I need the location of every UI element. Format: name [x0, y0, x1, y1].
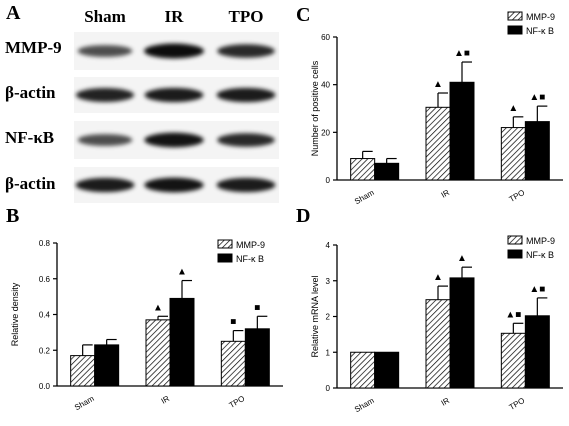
- panel-d-legend-label-nfkb: NF-κ B: [526, 250, 554, 260]
- panel-b-y-tick-label: 0.0: [39, 382, 51, 391]
- panel-d-legend-label-mmp9: MMP-9: [526, 236, 555, 246]
- blot-band-actin-sham: [75, 177, 135, 193]
- panel-d-category-label-tpo: TPO: [508, 396, 527, 412]
- panel-c-significance-marker: ▲: [508, 103, 518, 114]
- blot-band-nfb-tpo: [217, 133, 275, 147]
- panel-c-category-label-tpo: TPO: [508, 188, 527, 204]
- panel-c-bar-nfkb-ir: [449, 81, 475, 181]
- panel-d-y-tick-label: 2: [326, 313, 331, 322]
- panel-c-legend-swatch-nfkb: [507, 25, 523, 35]
- panel-c-significance-marker: ▲■: [529, 92, 545, 103]
- panel-c-y-tick-label: 60: [321, 33, 330, 42]
- panel-b-bar-nfkb-tpo: [244, 328, 270, 387]
- panel-c-bar-nfkb-sham: [374, 162, 400, 181]
- panel-b-legend-swatch-nfkb: [217, 253, 233, 263]
- panel-d-letter: D: [296, 205, 310, 227]
- panel-c-category-label-ir: IR: [440, 188, 452, 200]
- panel-c-legend-swatch-mmp9: [507, 11, 523, 21]
- panel-b-category-label-tpo: TPO: [228, 394, 247, 410]
- blot-row-label-mmp9: MMP-9: [5, 38, 62, 57]
- panel-d-y-tick-label: 3: [326, 277, 331, 286]
- panel-c-chart: C 0 20 40 60 Number of positive cells Sham ▲ ▲■…: [296, 4, 563, 206]
- panel-c-bar-mmp9-sham: [350, 158, 376, 181]
- panel-c-y-axis-title: Number of positive cells: [310, 60, 320, 156]
- blot-band-mmp9-sham: [77, 45, 133, 57]
- panel-c-bar-nfkb-tpo: [524, 121, 550, 181]
- panel-d-category-label-sham: Sham: [353, 396, 376, 414]
- panel-d-bar-mmp9-sham: [350, 351, 376, 389]
- panel-b-significance-marker: ▲: [177, 267, 187, 278]
- blot-band-mmp9-ir: [144, 43, 204, 59]
- panel-b-legend-swatch-mmp9: [217, 239, 233, 249]
- panel-c-bar-mmp9-ir: [425, 106, 451, 181]
- panel-c-legend-label-mmp9: MMP-9: [526, 12, 555, 22]
- panel-d-significance-marker: ▲■: [529, 284, 545, 295]
- blot-lane-label-sham: Sham: [84, 7, 126, 26]
- panel-b-letter: B: [6, 205, 19, 227]
- panel-b-significance-marker: ■: [254, 302, 260, 313]
- panel-d-y-axis-title: Relative mRNA level: [310, 275, 320, 357]
- panel-b-significance-marker: ▲: [153, 302, 163, 313]
- panel-b-y-tick-label: 0.8: [39, 239, 51, 248]
- panel-c-y-tick-label: 40: [321, 81, 330, 90]
- blot-band-mmp9-tpo: [217, 44, 275, 58]
- panel-b-legend-label-mmp9: MMP-9: [236, 240, 265, 250]
- panel-d-y-tick-label: 1: [326, 348, 331, 357]
- blot-row-label-beta-actin-1: β-actin: [5, 83, 56, 102]
- panel-b-chart: B 0.0 0.2 0.4 0.6 0.8 Relative density Sham ▲ ▲ I…: [6, 205, 283, 412]
- panel-d-bar-nfkb-tpo: [524, 315, 550, 389]
- blot-band-actin-ir: [144, 177, 204, 193]
- panel-d-bar-mmp9-ir: [425, 299, 451, 389]
- panel-c-letter: C: [296, 4, 310, 26]
- panel-d-bar-nfkb-ir: [449, 277, 475, 389]
- panel-a-western-blot: A Sham IR TPO MMP-9 β-actin NF-κB β-acti…: [5, 2, 279, 203]
- panel-c-significance-marker: ▲■: [454, 48, 470, 59]
- panel-d-significance-marker: ▲: [433, 272, 443, 283]
- panel-b-category-label-ir: IR: [160, 394, 172, 406]
- panel-d-bar-nfkb-sham: [374, 351, 400, 389]
- blot-row-label-nfkb: NF-κB: [5, 128, 54, 147]
- panel-b-bar-nfkb-ir: [169, 297, 195, 387]
- blot-band-nfb-ir: [144, 132, 204, 148]
- panel-c-legend-label-nfkb: NF-κ B: [526, 26, 554, 36]
- blot-row-label-beta-actin-2: β-actin: [5, 174, 56, 193]
- panel-b-legend-label-nfkb: NF-κ B: [236, 254, 264, 264]
- panel-c-significance-marker: ▲: [433, 79, 443, 90]
- panel-d-chart: D 0 1 2 3 4 Relative mRNA level Sham ▲ ▲ IR ▲■ ▲■ TP…: [296, 205, 563, 414]
- panel-b-bar-mmp9-tpo: [220, 340, 246, 387]
- panel-d-category-label-ir: IR: [440, 396, 452, 408]
- panel-c-y-tick-label: 20: [321, 128, 330, 137]
- panel-a-letter: A: [6, 2, 21, 24]
- panel-d-bar-mmp9-tpo: [500, 332, 526, 389]
- panel-d-significance-marker: ▲: [457, 253, 467, 264]
- blot-band-actin-ir: [144, 87, 204, 103]
- panel-c-y-tick-label: 0: [326, 176, 331, 185]
- panel-d-significance-marker: ▲■: [505, 309, 521, 320]
- panel-d-legend-swatch-nfkb: [507, 249, 523, 259]
- blot-bands: [75, 43, 276, 193]
- panel-d-y-tick-label: 4: [326, 241, 331, 250]
- blot-band-nfb-sham: [77, 134, 133, 146]
- panel-b-y-tick-label: 0.4: [39, 311, 51, 320]
- panel-b-bar-mmp9-sham: [70, 355, 96, 387]
- panel-b-y-tick-label: 0.6: [39, 275, 51, 284]
- panel-c-bar-mmp9-tpo: [500, 127, 526, 181]
- panel-b-bar-mmp9-ir: [145, 319, 171, 387]
- blot-lane-label-tpo: TPO: [229, 7, 264, 26]
- panel-b-y-axis-title: Relative density: [10, 282, 20, 346]
- panel-b-y-tick-label: 0.2: [39, 346, 51, 355]
- panel-d-y-tick-label: 0: [326, 384, 331, 393]
- panel-b-category-label-sham: Sham: [73, 394, 96, 412]
- panel-b-significance-marker: ■: [230, 317, 236, 328]
- blot-band-actin-tpo: [216, 177, 276, 193]
- blot-lane-label-ir: IR: [165, 7, 185, 26]
- blot-band-actin-tpo: [216, 87, 276, 103]
- panel-d-legend-swatch-mmp9: [507, 235, 523, 245]
- panel-b-bar-nfkb-sham: [94, 344, 120, 387]
- blot-band-actin-sham: [75, 88, 135, 102]
- panel-c-category-label-sham: Sham: [353, 188, 376, 206]
